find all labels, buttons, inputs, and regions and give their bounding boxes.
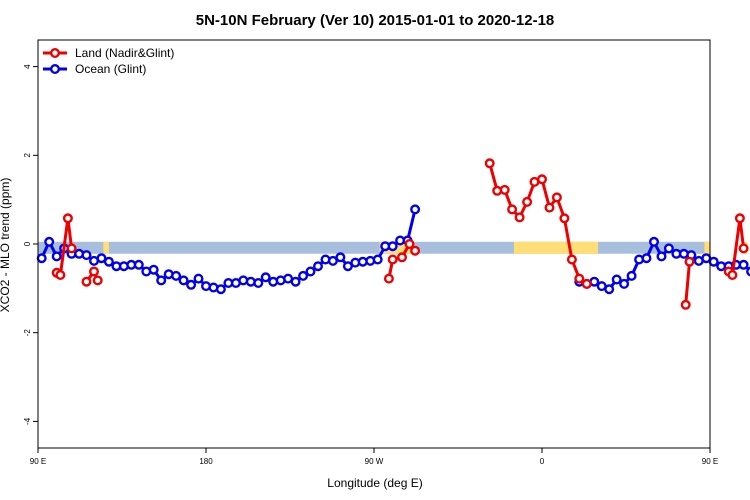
y-tick-label: 2 [23, 153, 32, 158]
land-series-point [484, 158, 495, 169]
ocean-series-point [298, 270, 309, 281]
x-tick-label: 90 E [702, 457, 718, 466]
legend-land-marker [50, 48, 61, 59]
ocean-series-point [36, 253, 47, 264]
ocean-series-point [611, 274, 622, 285]
x-tick-label: 90 E [30, 457, 46, 466]
land-series-line [684, 261, 691, 305]
land-series-point [566, 254, 577, 265]
land-series-point [404, 238, 415, 249]
ocean-series-point [387, 241, 398, 252]
ocean-series-point [663, 243, 674, 254]
land-series-point [522, 196, 533, 207]
land-band-segment [704, 241, 710, 254]
ocean-series-point [641, 253, 652, 264]
land-series-point [66, 243, 77, 254]
legend-land-label: Land (Nadir&Glint) [75, 46, 174, 60]
land-series-point [684, 256, 695, 267]
land-series-point [507, 204, 518, 215]
ocean-series-point [81, 250, 92, 261]
land-series-point [551, 192, 562, 203]
legend-ocean-label: Ocean (Glint) [75, 62, 146, 76]
x-tick-label: 180 [199, 457, 213, 466]
legend: Land (Nadir&Glint) Ocean (Glint) [43, 46, 174, 76]
chart-title: 5N-10N February (Ver 10) 2015-01-01 to 2… [196, 12, 555, 29]
y-tick-label: -4 [23, 417, 32, 425]
y-tick-label: 4 [23, 64, 32, 69]
ocean-series-point [738, 259, 749, 270]
ocean-series-point [238, 275, 249, 286]
ocean-series-point [96, 253, 107, 264]
land-series-point [574, 273, 585, 284]
ocean-series-point [335, 252, 346, 263]
land-series-point [92, 275, 103, 286]
ocean-series-point [156, 275, 167, 286]
ocean-series-point [44, 236, 55, 247]
land-series-point [88, 266, 99, 277]
ocean-series-point [186, 279, 197, 290]
y-axis-label: XCO2 - MLO trend (ppm) [0, 178, 12, 313]
ocean-series-point [746, 266, 750, 277]
land-band-segment [103, 241, 109, 254]
ocean-series-point [290, 276, 301, 287]
ocean-series-point [103, 256, 114, 267]
land-series-point [62, 213, 73, 224]
ocean-series-point [313, 261, 324, 272]
land-series-point [544, 202, 555, 213]
land-series-point [581, 278, 592, 289]
x-tick-label: 90 W [365, 457, 384, 466]
x-tick-label: 0 [540, 457, 545, 466]
ocean-series-point [410, 204, 421, 215]
land-series-point [81, 276, 92, 287]
land-series-point [410, 245, 421, 256]
y-tick-label: -2 [23, 329, 32, 337]
ocean-series-point [245, 276, 256, 287]
y-tick-label: 0 [23, 241, 32, 246]
ocean-series-point [178, 275, 189, 286]
ocean-series-point [193, 273, 204, 284]
legend-ocean-marker [50, 63, 61, 74]
ocean-series-point [133, 259, 144, 270]
land-series-point [397, 252, 408, 263]
ocean-series-point [626, 270, 637, 281]
ocean-series-point [200, 281, 211, 292]
ocean-series-point [342, 261, 353, 272]
x-axis-label: Longitude (deg E) [327, 476, 422, 490]
ocean-series-point [604, 284, 615, 295]
land-series-point [499, 184, 510, 195]
ocean-series-point [327, 255, 338, 266]
land-series-point [387, 254, 398, 265]
ocean-series-point [148, 264, 159, 275]
ocean-series-point [253, 278, 264, 289]
ocean-series-point [215, 284, 226, 295]
land-series-point [738, 243, 749, 254]
ocean-band [38, 241, 710, 254]
ocean-series-point [656, 251, 667, 262]
ocean-series-point [171, 270, 182, 281]
ocean-series-point [708, 256, 719, 267]
land-series-point [559, 213, 570, 224]
ocean-series-point [260, 272, 271, 283]
ocean-series-point [619, 278, 630, 289]
plot-area: 90 E 180 90 W 0 90 E -4 -2 0 2 4 [23, 39, 750, 466]
land-series-point [734, 213, 745, 224]
land-series-point [727, 270, 738, 281]
land-series-point [680, 299, 691, 310]
land-band-segment [514, 241, 598, 254]
land-series-point [514, 212, 525, 223]
ocean-series-point [305, 266, 316, 277]
ocean-series-point [372, 254, 383, 265]
land-series-point [537, 174, 548, 185]
land-series-point [55, 270, 66, 281]
ocean-series-point [649, 236, 660, 247]
ocean-series-point [51, 251, 62, 262]
land-series-point [383, 273, 394, 284]
ocean-series-point [268, 276, 279, 287]
